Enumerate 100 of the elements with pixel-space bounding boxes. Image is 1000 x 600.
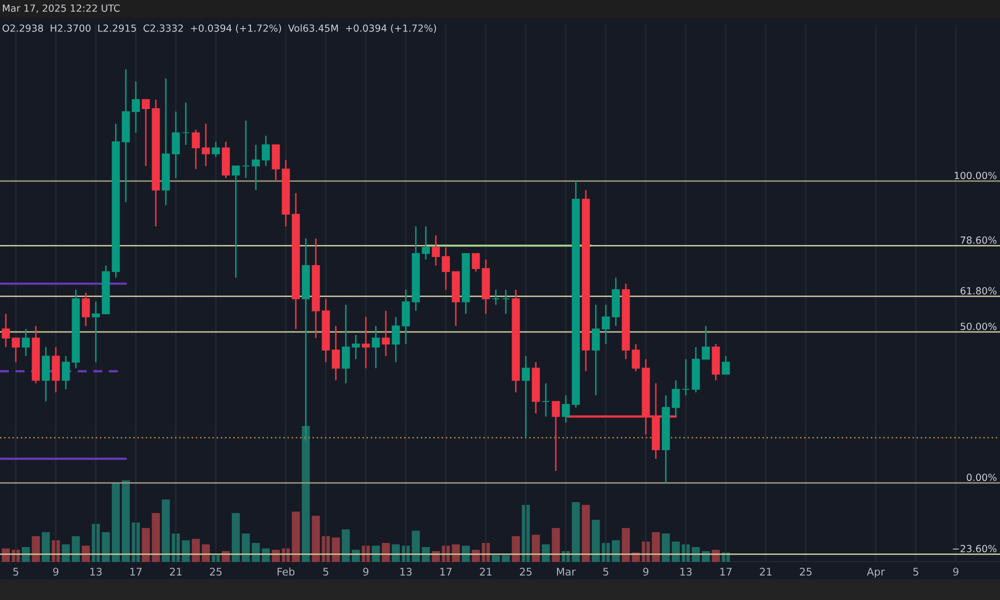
- bar: [692, 547, 700, 562]
- candlestick: [432, 234, 440, 266]
- candlestick: [132, 80, 140, 134]
- x-tick-label: 5: [603, 568, 608, 576]
- bar: [192, 538, 200, 562]
- bar: [342, 529, 350, 562]
- x-tick-label: Feb: [278, 568, 294, 576]
- x-tick-label: 17: [130, 568, 142, 576]
- candlestick: [552, 400, 560, 472]
- x-tick-label: 17: [720, 568, 732, 576]
- x-tick-label: 25: [520, 568, 532, 576]
- candlestick: [602, 304, 610, 345]
- bar: [202, 544, 210, 562]
- x-tick-label: 25: [210, 568, 222, 576]
- candlestick: [12, 337, 20, 363]
- x-tick-label: 13: [90, 568, 102, 576]
- x-tick-label: 9: [53, 568, 58, 576]
- candlestick: [592, 304, 600, 396]
- candlestick: [202, 123, 210, 167]
- x-tick-label: 13: [400, 568, 412, 576]
- candlestick: [722, 355, 730, 375]
- bar: [372, 546, 380, 562]
- ref-line-label: 0.00%: [966, 474, 996, 482]
- bar: [102, 532, 110, 562]
- candlestick: [442, 246, 450, 290]
- bar: [622, 528, 630, 562]
- candlestick: [392, 316, 400, 363]
- candlestick: [502, 289, 510, 315]
- candlestick: [562, 394, 570, 424]
- candlestick: [182, 102, 190, 146]
- bar: [422, 547, 430, 562]
- candlestick: [372, 325, 380, 369]
- bar: [292, 512, 300, 562]
- bar: [652, 532, 660, 562]
- x-tick-label: 9: [363, 568, 368, 576]
- bar: [572, 502, 580, 562]
- bar: [22, 547, 30, 562]
- bar: [232, 513, 240, 562]
- bar: [122, 480, 130, 562]
- bar: [612, 540, 620, 562]
- ref-line-label: 50.00%: [960, 322, 996, 330]
- x-tick-label: 5: [323, 568, 328, 576]
- bar: [502, 555, 510, 562]
- bar: [532, 534, 540, 562]
- bar: [552, 528, 560, 562]
- candlestick: [252, 144, 260, 191]
- bar: [462, 546, 470, 562]
- ref-line-label: 61.80%: [960, 287, 996, 294]
- candlestick: [62, 355, 70, 390]
- candlestick: [632, 343, 640, 372]
- candlestick: [212, 141, 220, 158]
- annotation: O2.2938 H2.3700 L2.2915 C2.3332 +0.0394 (+1.72%) Vol63.45M +0.0394 (+1.72%): [2, 24, 436, 33]
- ref-line-label: 78.60%: [960, 236, 996, 244]
- bar: [62, 544, 70, 562]
- x-tick-label: 21: [760, 568, 772, 576]
- candlestick: [192, 129, 200, 170]
- bar: [252, 542, 260, 562]
- candlestick: [242, 120, 250, 179]
- candlestick: [682, 358, 690, 396]
- candlestick: [92, 301, 100, 363]
- bar: [672, 542, 680, 562]
- candlestick: [352, 334, 360, 360]
- bar: [302, 426, 310, 562]
- candlestick: [332, 325, 340, 381]
- candlestick: [542, 382, 550, 418]
- candlestick: [172, 110, 180, 179]
- bar: [242, 533, 250, 562]
- candlestick: [232, 165, 240, 278]
- candlestick: [702, 325, 710, 360]
- bar: [32, 536, 40, 562]
- bar: [492, 555, 500, 562]
- x-tick-label: 17: [440, 568, 452, 576]
- x-tick-label: 25: [800, 568, 812, 576]
- bar: [412, 530, 420, 562]
- candlestick: [362, 316, 370, 369]
- bar: [512, 536, 520, 562]
- candlestick: [22, 328, 30, 357]
- bar: [42, 532, 50, 562]
- bar: [592, 520, 600, 562]
- x-tick-label: 21: [170, 568, 182, 576]
- candlestick: [142, 98, 150, 167]
- text: Mar 17, 2025 12:22 UTC: [2, 4, 120, 13]
- candlestick: [422, 226, 430, 260]
- bar: [452, 544, 460, 562]
- candlestick: [342, 304, 350, 384]
- bar: [72, 536, 80, 562]
- bar: [312, 516, 320, 562]
- x-tick-label: Apr: [866, 568, 885, 578]
- bar: [182, 540, 190, 562]
- bar: [152, 513, 160, 562]
- bar: [542, 544, 550, 562]
- ref-line-label: 100.00%: [954, 172, 996, 180]
- candlestick: [82, 292, 90, 327]
- candlestick: [492, 289, 500, 306]
- candlestick: [2, 313, 10, 348]
- bar: [162, 499, 170, 562]
- candlestick: [472, 252, 480, 272]
- candlestick: [672, 380, 680, 418]
- bar: [112, 483, 120, 562]
- candlestick: [262, 135, 270, 167]
